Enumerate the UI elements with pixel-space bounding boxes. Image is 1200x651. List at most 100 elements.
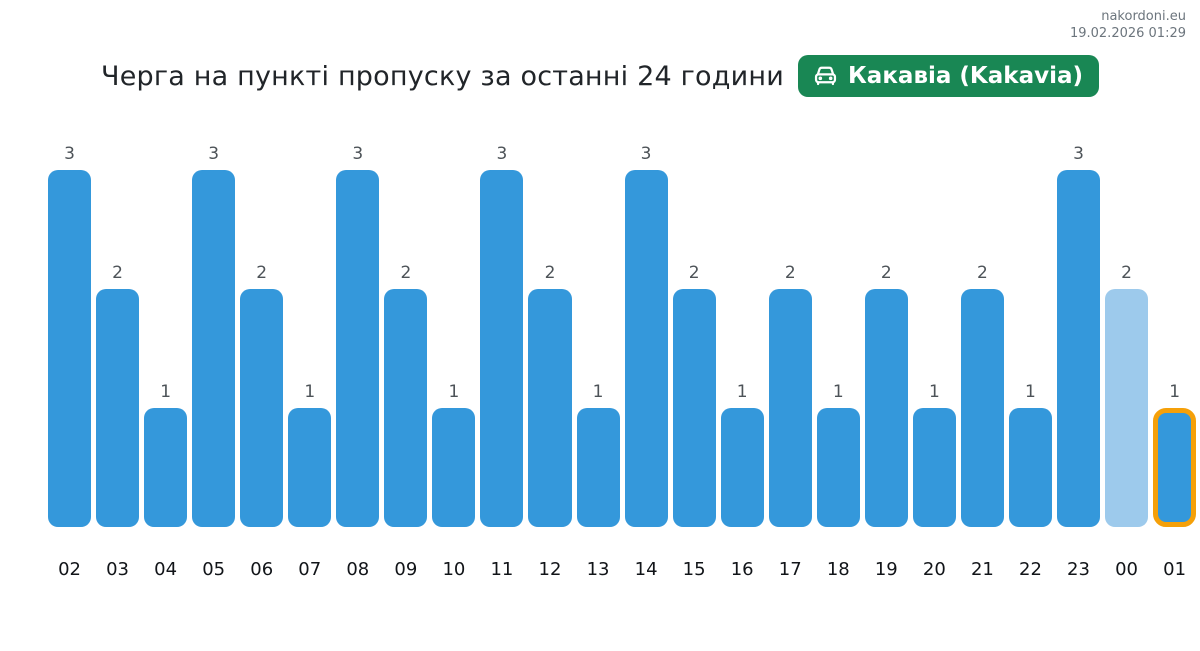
- bar-hour-15[interactable]: [672, 289, 716, 527]
- bar-column: 2 03: [96, 263, 140, 581]
- bar-value-label: 2: [880, 263, 892, 283]
- bar-hour-01[interactable]: [1153, 408, 1197, 527]
- bar-hour-07[interactable]: [288, 408, 332, 527]
- x-axis-label: 09: [394, 559, 418, 580]
- bar-value-label: 3: [1073, 144, 1084, 164]
- bar-column: 2 09: [384, 263, 428, 581]
- bar-column: 1 01: [1153, 382, 1197, 581]
- bar-hour-10[interactable]: [432, 408, 476, 527]
- bar-value-label: 1: [832, 382, 844, 402]
- x-axis-label: 11: [490, 559, 514, 580]
- x-axis-label: 23: [1067, 559, 1090, 580]
- bar-column: 3 11: [480, 144, 524, 581]
- bar-column: 2 21: [960, 263, 1004, 581]
- x-axis-label: 05: [202, 559, 226, 580]
- bar-column: 1 22: [1008, 382, 1052, 581]
- bar-column: 2 00: [1105, 263, 1149, 581]
- x-axis-label: 12: [538, 559, 562, 580]
- x-axis-label: 13: [586, 559, 610, 580]
- bar-hour-19[interactable]: [864, 289, 908, 527]
- bar-hour-12[interactable]: [528, 289, 572, 527]
- bar-column: 1 13: [576, 382, 620, 581]
- checkpoint-badge[interactable]: Какавіа (Kakavia): [798, 55, 1099, 97]
- car-icon: [812, 62, 839, 89]
- bar-column: 1 07: [288, 382, 332, 581]
- bar-column: 2 12: [528, 263, 572, 581]
- x-axis-label: 00: [1115, 559, 1138, 580]
- site-header: nakordoni.eu 19.02.2026 01:29: [1070, 8, 1186, 42]
- x-axis-label: 06: [250, 559, 274, 580]
- bar-hour-21[interactable]: [960, 289, 1004, 527]
- title-row: Черга на пункті пропуску за останні 24 г…: [0, 55, 1200, 97]
- bar-hour-16[interactable]: [720, 408, 764, 527]
- bar-value-label: 3: [352, 144, 364, 164]
- bar-hour-17[interactable]: [768, 289, 812, 527]
- x-axis-label: 18: [826, 559, 850, 580]
- bar-hour-03[interactable]: [96, 289, 140, 527]
- bar-hour-09[interactable]: [384, 289, 428, 527]
- bar-value-label: 3: [64, 144, 75, 164]
- x-axis-label: 16: [730, 559, 754, 580]
- bar-value-label: 3: [496, 144, 508, 164]
- bar-chart: 3 02 2 03 1 04 3 05 2 06 1 07 3 08 2 09 1 10 3 11 2 12 1 13 3 14 2…: [48, 144, 1197, 581]
- x-axis-label: 22: [1019, 559, 1042, 580]
- x-axis-label: 19: [874, 559, 898, 580]
- bar-value-label: 1: [160, 382, 172, 402]
- x-axis-label: 15: [682, 559, 706, 580]
- bar-column: 2 19: [864, 263, 908, 581]
- bar-column: 1 18: [816, 382, 860, 581]
- bar-column: 2 15: [672, 263, 716, 581]
- bar-value-label: 1: [1025, 382, 1036, 402]
- site-name: nakordoni.eu: [1101, 9, 1186, 24]
- timestamp: 19.02.2026 01:29: [1069, 26, 1186, 41]
- x-axis-label: 10: [442, 559, 466, 580]
- x-axis-label: 02: [58, 559, 81, 580]
- bar-hour-04[interactable]: [144, 408, 188, 527]
- x-axis-label: 17: [778, 559, 802, 580]
- bar-hour-14[interactable]: [624, 170, 668, 527]
- bar-hour-00[interactable]: [1105, 289, 1149, 527]
- x-axis-label: 04: [154, 559, 178, 580]
- bar-column: 3 08: [336, 144, 380, 581]
- bar-value-label: 2: [256, 263, 268, 283]
- x-axis-label: 14: [634, 559, 658, 580]
- bar-value-label: 1: [1169, 382, 1181, 402]
- bar-column: 3 14: [624, 144, 668, 581]
- bar-column: 1 16: [720, 382, 764, 581]
- x-axis-label: 03: [106, 559, 130, 580]
- x-axis-label: 20: [922, 559, 946, 580]
- bar-column: 3 05: [192, 144, 236, 581]
- bar-column: 1 04: [144, 382, 188, 581]
- x-axis-label: 01: [1163, 559, 1187, 580]
- bar-hour-22[interactable]: [1008, 408, 1052, 527]
- page-title: Черга на пункті пропуску за останні 24 г…: [101, 60, 784, 92]
- bar-hour-11[interactable]: [480, 170, 524, 527]
- bar-hour-08[interactable]: [336, 170, 380, 527]
- bar-hour-20[interactable]: [912, 408, 956, 527]
- bar-hour-23[interactable]: [1056, 170, 1101, 527]
- bar-value-label: 1: [304, 382, 316, 402]
- bar-value-label: 2: [1121, 263, 1132, 283]
- bar-column: 3 02: [48, 144, 92, 581]
- bar-hour-06[interactable]: [240, 289, 284, 527]
- bar-hour-18[interactable]: [816, 408, 860, 527]
- bar-value-label: 3: [208, 144, 220, 164]
- bar-hour-05[interactable]: [192, 170, 236, 527]
- bar-value-label: 1: [928, 382, 940, 402]
- bar-value-label: 1: [592, 382, 604, 402]
- bar-value-label: 3: [640, 144, 652, 164]
- bar-value-label: 2: [112, 263, 123, 283]
- bar-value-label: 2: [784, 263, 796, 283]
- checkpoint-badge-label: Какавіа (Kakavia): [848, 62, 1083, 89]
- bar-value-label: 2: [544, 263, 556, 283]
- bar-value-label: 2: [688, 263, 700, 283]
- bar-column: 1 10: [432, 382, 476, 581]
- bar-value-label: 1: [736, 382, 748, 402]
- bar-hour-13[interactable]: [576, 408, 620, 527]
- bar-column: 1 20: [912, 382, 956, 581]
- bar-hour-02[interactable]: [48, 170, 92, 527]
- bar-value-label: 2: [400, 263, 412, 283]
- x-axis-label: 21: [970, 559, 994, 580]
- bar-value-label: 1: [448, 382, 460, 402]
- bar-column: 2 17: [768, 263, 812, 581]
